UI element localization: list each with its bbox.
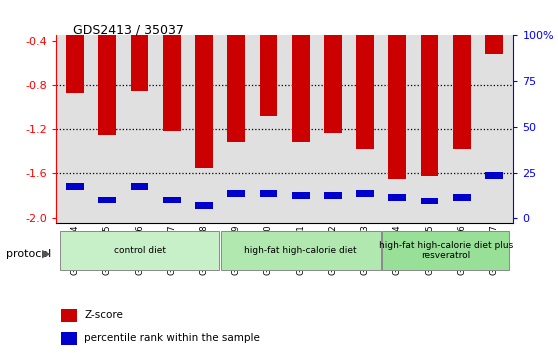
- FancyBboxPatch shape: [382, 231, 509, 270]
- Text: GDS2413 / 35037: GDS2413 / 35037: [73, 23, 184, 36]
- Bar: [324, 192, 341, 199]
- Text: control diet: control diet: [114, 246, 166, 255]
- Bar: [228, 190, 245, 196]
- Text: protocol: protocol: [6, 249, 51, 259]
- Bar: [292, 192, 310, 199]
- Bar: [292, 0, 310, 142]
- FancyBboxPatch shape: [60, 231, 219, 270]
- Bar: [259, 190, 277, 196]
- Text: ▶: ▶: [42, 249, 51, 259]
- Text: Z-score: Z-score: [84, 310, 123, 320]
- Bar: [259, 0, 277, 116]
- Text: percentile rank within the sample: percentile rank within the sample: [84, 333, 260, 343]
- Bar: [228, 0, 245, 142]
- Bar: [356, 0, 374, 149]
- FancyBboxPatch shape: [61, 332, 77, 345]
- Bar: [453, 0, 470, 149]
- Bar: [66, 183, 84, 190]
- Bar: [356, 190, 374, 196]
- Text: high-fat high-calorie diet plus
resveratrol: high-fat high-calorie diet plus resverat…: [378, 241, 513, 260]
- Bar: [485, 0, 503, 54]
- Bar: [421, 0, 439, 176]
- Bar: [485, 172, 503, 179]
- Text: high-fat high-calorie diet: high-fat high-calorie diet: [244, 246, 357, 255]
- Bar: [66, 0, 84, 93]
- Bar: [99, 0, 116, 135]
- Bar: [324, 0, 341, 132]
- Bar: [99, 196, 116, 203]
- Bar: [388, 194, 406, 201]
- Bar: [421, 198, 439, 204]
- Bar: [195, 0, 213, 168]
- Bar: [131, 183, 148, 190]
- Bar: [388, 0, 406, 179]
- FancyBboxPatch shape: [221, 231, 381, 270]
- Bar: [453, 194, 470, 201]
- Bar: [163, 0, 181, 131]
- Bar: [195, 202, 213, 209]
- FancyBboxPatch shape: [61, 309, 77, 322]
- Bar: [163, 196, 181, 203]
- Bar: [131, 0, 148, 91]
